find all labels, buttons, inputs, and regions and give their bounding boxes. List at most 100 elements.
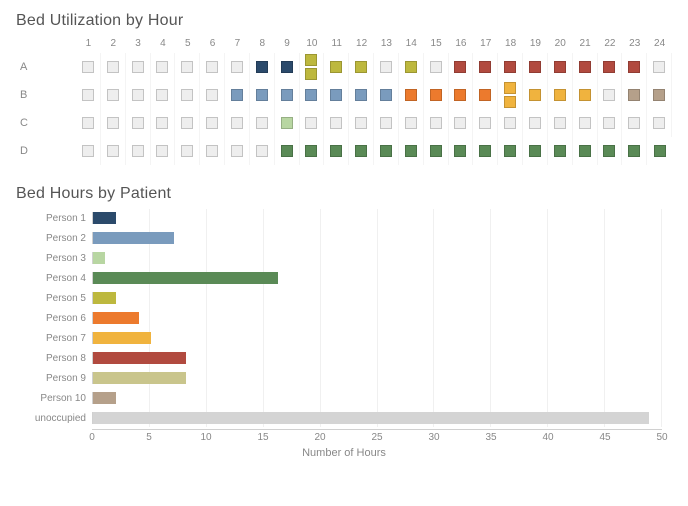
- heatmap-cell: [225, 137, 250, 165]
- heatmap-hour-header: 10: [300, 36, 325, 53]
- heatmap-cell: [275, 53, 300, 81]
- heatmap-box: [156, 61, 168, 73]
- heatmap-box: [132, 61, 144, 73]
- bar-label: Person 2: [16, 233, 92, 244]
- heatmap-cell: [225, 109, 250, 137]
- heatmap-box: [156, 145, 168, 157]
- heatmap-box: [579, 89, 591, 101]
- heatmap-box: [281, 117, 293, 129]
- heatmap-cell: [374, 81, 399, 109]
- heatmap-box: [132, 145, 144, 157]
- heatmap-cell: [548, 53, 573, 81]
- bar-track: [92, 352, 672, 364]
- bed-hours-chart: Bed Hours by Patient Person 1Person 2Per…: [16, 185, 672, 459]
- bar-label: Person 4: [16, 273, 92, 284]
- heatmap-cell: [151, 81, 176, 109]
- heatmap-box: [554, 117, 566, 129]
- heatmap-cell: [498, 53, 523, 81]
- heatmap-hour-header: 4: [151, 36, 176, 53]
- heatmap-box: [355, 117, 367, 129]
- heatmap-cell: [622, 53, 647, 81]
- heatmap-box: [355, 145, 367, 157]
- heatmap-cell: [200, 137, 225, 165]
- xaxis-tick: 35: [485, 432, 496, 443]
- heatmap-cell: [324, 81, 349, 109]
- heatmap-hour-header: 11: [324, 36, 349, 53]
- heatmap-box: [256, 145, 268, 157]
- heatmap-cell: [126, 81, 151, 109]
- heatmap-box: [430, 61, 442, 73]
- heatmap-box: [529, 61, 541, 73]
- bar-fill: [93, 252, 105, 264]
- heatmap-box: [82, 89, 94, 101]
- heatmap-cell: [175, 109, 200, 137]
- heatmap-box: [206, 145, 218, 157]
- heatmap-cell: [449, 53, 474, 81]
- bar-label: Person 8: [16, 353, 92, 364]
- heatmap-cell: [250, 81, 275, 109]
- heatmap-box: [603, 61, 615, 73]
- bar-label: Person 3: [16, 253, 92, 264]
- heatmap-cell: [151, 137, 176, 165]
- heatmap-cell: [449, 137, 474, 165]
- heatmap-cell: [647, 81, 672, 109]
- heatmap-box: [380, 61, 392, 73]
- heatmap-cell: [449, 81, 474, 109]
- xaxis-tick: 45: [599, 432, 610, 443]
- heatmap-box: [603, 117, 615, 129]
- heatmap-box: [405, 145, 417, 157]
- heatmap-cell: [250, 137, 275, 165]
- heatmap-cell: [424, 81, 449, 109]
- heatmap-cell: [473, 81, 498, 109]
- heatmap-cell: [225, 81, 250, 109]
- xaxis-tick: 30: [428, 432, 439, 443]
- heatmap-box: [82, 145, 94, 157]
- heatmap-cell: [548, 137, 573, 165]
- heatmap-box: [405, 61, 417, 73]
- bed-utilization-chart: Bed Utilization by Hour 1234567891011121…: [16, 12, 672, 165]
- heatmap-cell: [548, 81, 573, 109]
- heatmap-cell: [647, 109, 672, 137]
- bar-fill: [93, 412, 649, 424]
- heatmap-box: [504, 61, 516, 73]
- heatmap-box: [653, 89, 665, 101]
- heatmap-cell: [324, 53, 349, 81]
- heatmap-cell: [349, 137, 374, 165]
- heatmap-cell: [498, 109, 523, 137]
- heatmap-cell: [101, 53, 126, 81]
- heatmap-box: [181, 117, 193, 129]
- heatmap-cell: [200, 53, 225, 81]
- heatmap-grid: 123456789101112131415161718192021222324A…: [16, 36, 672, 165]
- heatmap-row-label: C: [16, 109, 76, 137]
- heatmap-box: [107, 61, 119, 73]
- heatmap-cell: [250, 53, 275, 81]
- heatmap-cell: [151, 53, 176, 81]
- heatmap-box: [529, 89, 541, 101]
- heatmap-box: [82, 117, 94, 129]
- heatmap-box: [330, 145, 342, 157]
- heatmap-box: [430, 117, 442, 129]
- heatmap-box: [479, 89, 491, 101]
- heatmap-box: [132, 117, 144, 129]
- bar-track: [92, 392, 672, 404]
- heatmap-box: [305, 54, 317, 66]
- heatmap-cell: [225, 53, 250, 81]
- heatmap-box: [405, 117, 417, 129]
- heatmap-cell: [573, 109, 598, 137]
- heatmap-box: [653, 61, 665, 73]
- heatmap-cell: [498, 137, 523, 165]
- heatmap-row-label: A: [16, 53, 76, 81]
- heatmap-box: [256, 117, 268, 129]
- bar-fill: [93, 392, 116, 404]
- heatmap-cell: [250, 109, 275, 137]
- heatmap-box: [305, 89, 317, 101]
- heatmap-box: [504, 145, 516, 157]
- heatmap-cell: [126, 109, 151, 137]
- heatmap-box: [355, 61, 367, 73]
- heatmap-hour-header: 15: [424, 36, 449, 53]
- heatmap-box: [430, 145, 442, 157]
- heatmap-hour-header: 17: [473, 36, 498, 53]
- heatmap-hour-header: 16: [449, 36, 474, 53]
- heatmap-cell: [424, 53, 449, 81]
- bar-fill: [93, 272, 278, 284]
